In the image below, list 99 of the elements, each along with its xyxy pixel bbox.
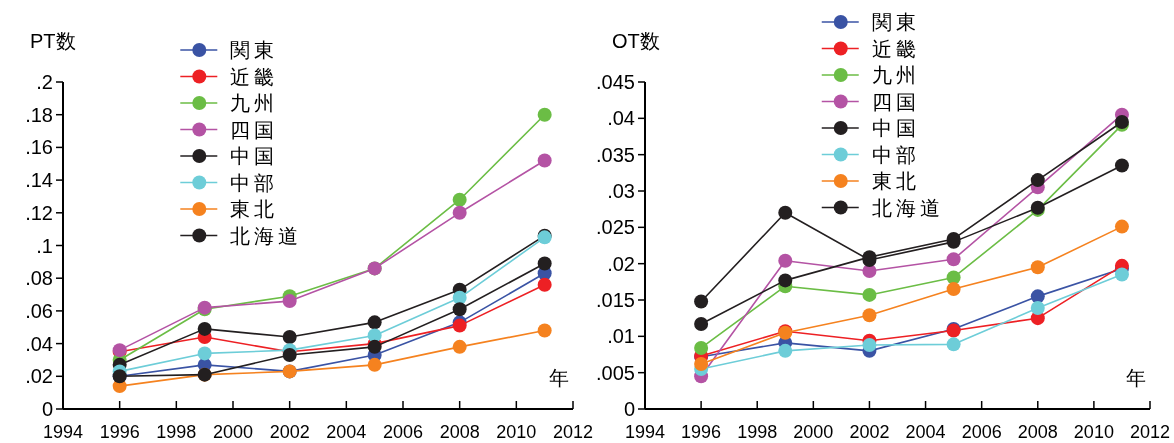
- x-tick-label: 2004: [326, 422, 367, 442]
- point: [1114, 267, 1129, 282]
- legend-label: 中部: [871, 143, 920, 166]
- y-tick-label: .1: [36, 234, 53, 257]
- legend-label: 関東: [230, 39, 279, 61]
- x-axis-title: 年: [1126, 367, 1146, 389]
- legend-label: 北海道: [871, 196, 944, 219]
- y-axis-title: PT数: [30, 30, 76, 52]
- point: [1114, 158, 1129, 173]
- x-tick-label: 2012: [1129, 422, 1171, 442]
- point: [537, 277, 552, 292]
- legend-label: 北海道: [230, 224, 303, 247]
- y-tick-label: .18: [25, 103, 53, 126]
- point: [946, 337, 961, 352]
- point: [537, 323, 552, 338]
- y-tick-label: .04: [25, 332, 53, 355]
- x-tick-label: 2006: [961, 422, 1002, 442]
- x-tick-label: 2008: [1017, 422, 1058, 442]
- point: [452, 205, 467, 220]
- point: [197, 321, 212, 336]
- point: [1030, 173, 1045, 188]
- y-tick-label: 0: [623, 398, 635, 420]
- point: [282, 330, 297, 345]
- point: [1030, 289, 1045, 304]
- point: [537, 153, 552, 168]
- legend-label: 四国: [230, 118, 279, 141]
- x-axis-title: 年: [549, 367, 569, 389]
- point: [778, 343, 793, 358]
- x-tick-label: 1994: [624, 422, 666, 442]
- legend-label: 近畿: [230, 65, 279, 88]
- point: [452, 290, 467, 305]
- point: [862, 338, 877, 353]
- y-tick-label: 0: [41, 398, 53, 420]
- y-tick-label: .12: [25, 201, 53, 224]
- legend-label: 関東: [871, 11, 920, 33]
- point: [694, 340, 709, 355]
- y-tick-label: .06: [25, 299, 53, 322]
- y-tick-label: .005: [596, 361, 635, 384]
- y-tick-label: .03: [607, 180, 635, 202]
- point: [778, 273, 793, 288]
- legend-label: 東北: [230, 198, 279, 220]
- point: [282, 294, 297, 309]
- point: [537, 107, 552, 122]
- y-tick-label: .01: [607, 325, 635, 348]
- point: [1114, 219, 1129, 234]
- x-tick-label: 1996: [99, 422, 140, 442]
- legend-label: 中部: [230, 171, 279, 194]
- point: [367, 357, 382, 372]
- y-tick-label: .045: [596, 71, 635, 93]
- point: [778, 253, 793, 268]
- point: [452, 192, 467, 207]
- x-tick-label: 2002: [849, 422, 890, 442]
- x-tick-label: 2006: [382, 422, 424, 442]
- point: [694, 316, 709, 331]
- point: [946, 252, 961, 267]
- y-tick-label: .02: [607, 252, 635, 275]
- point: [946, 282, 961, 297]
- point: [862, 287, 877, 302]
- y-axis-title: OT数: [612, 30, 660, 52]
- y-tick-label: .035: [596, 143, 635, 166]
- point: [452, 302, 467, 317]
- point: [367, 315, 382, 330]
- x-tick-label: 1998: [156, 422, 197, 442]
- legend-label: 九州: [230, 92, 279, 114]
- legend-label: 近畿: [871, 37, 920, 60]
- y-tick-label: .025: [596, 216, 635, 239]
- legend-label: 中国: [871, 117, 920, 139]
- point: [452, 339, 467, 354]
- point: [197, 346, 212, 361]
- x-tick-label: 2000: [212, 422, 254, 442]
- legend-label: 東北: [871, 170, 920, 192]
- legend-label: 九州: [871, 64, 920, 86]
- y-tick-label: .16: [25, 136, 53, 159]
- y-tick-label: .02: [25, 365, 53, 388]
- x-tick-label: 2000: [793, 422, 834, 442]
- x-tick-label: 1994: [42, 422, 84, 442]
- point: [282, 348, 297, 363]
- y-tick-label: .015: [596, 289, 635, 311]
- point: [862, 308, 877, 323]
- x-tick-label: 2004: [905, 422, 946, 442]
- y-tick-label: .08: [25, 267, 53, 290]
- x-tick-label: 1996: [681, 422, 722, 442]
- point: [694, 356, 709, 371]
- x-tick-label: 2008: [439, 422, 480, 442]
- legend-label: 四国: [871, 90, 920, 113]
- legend-label: 中国: [230, 145, 279, 167]
- x-tick-label: 1998: [737, 422, 778, 442]
- x-tick-label: 2010: [496, 422, 537, 442]
- x-tick-label: 2002: [269, 422, 310, 442]
- y-tick-label: .14: [25, 169, 53, 192]
- point: [1030, 260, 1045, 275]
- y-tick-label: .04: [607, 107, 635, 130]
- point: [694, 294, 709, 309]
- x-tick-label: 2010: [1073, 422, 1114, 442]
- point: [778, 205, 793, 220]
- point: [1030, 300, 1045, 315]
- y-tick-label: .2: [36, 71, 53, 93]
- x-tick-label: 2012: [552, 422, 594, 442]
- point: [537, 256, 552, 271]
